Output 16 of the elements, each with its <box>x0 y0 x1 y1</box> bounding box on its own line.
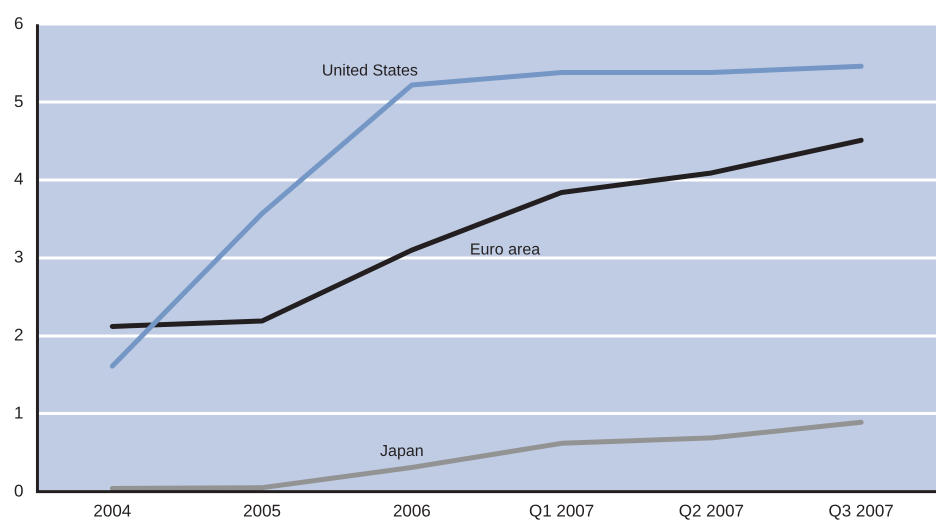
series-label: United States <box>322 62 418 80</box>
series-label: Euro area <box>470 242 540 259</box>
y-tick-label: 4 <box>14 170 24 189</box>
y-tick-label: 2 <box>14 325 24 344</box>
y-tick-label: 1 <box>14 403 24 422</box>
series-label: Japan <box>380 442 424 460</box>
y-tick-label: 0 <box>14 481 24 500</box>
x-tick-label: Q1 2007 <box>528 501 594 520</box>
x-tick-label: 2006 <box>392 501 431 520</box>
y-tick-label: 3 <box>14 248 24 267</box>
x-tick-label: Q3 2007 <box>828 501 894 520</box>
x-tick-label: Q2 2007 <box>678 501 744 520</box>
y-tick-label: 5 <box>14 92 24 111</box>
x-tick-label: 2004 <box>93 501 132 520</box>
y-tick-label: 6 <box>14 14 24 33</box>
x-tick-label: 2005 <box>243 501 282 520</box>
